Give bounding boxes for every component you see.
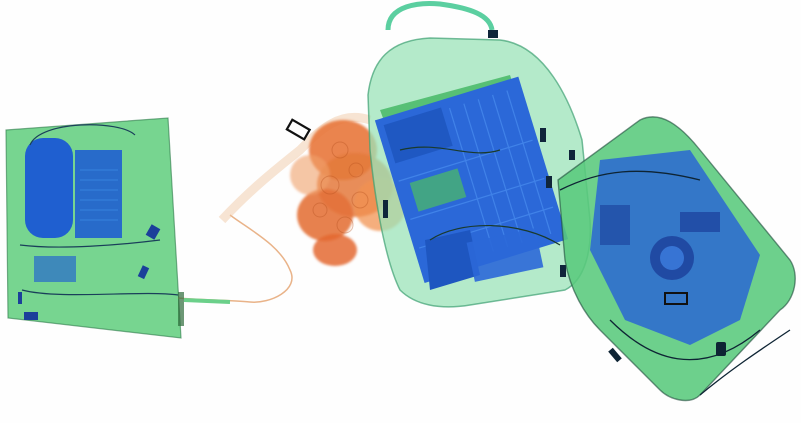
left-bag-blue-pouch (25, 138, 73, 238)
strap-buckle (285, 118, 312, 141)
right-bag-buckle (664, 292, 688, 305)
backpack (367, 1, 592, 308)
strap (218, 112, 372, 224)
left-bag-circuit (34, 256, 76, 282)
left-bag (5, 117, 182, 339)
right-bag (557, 116, 796, 402)
laptop (374, 76, 569, 283)
left-bag-tablet (75, 150, 122, 238)
